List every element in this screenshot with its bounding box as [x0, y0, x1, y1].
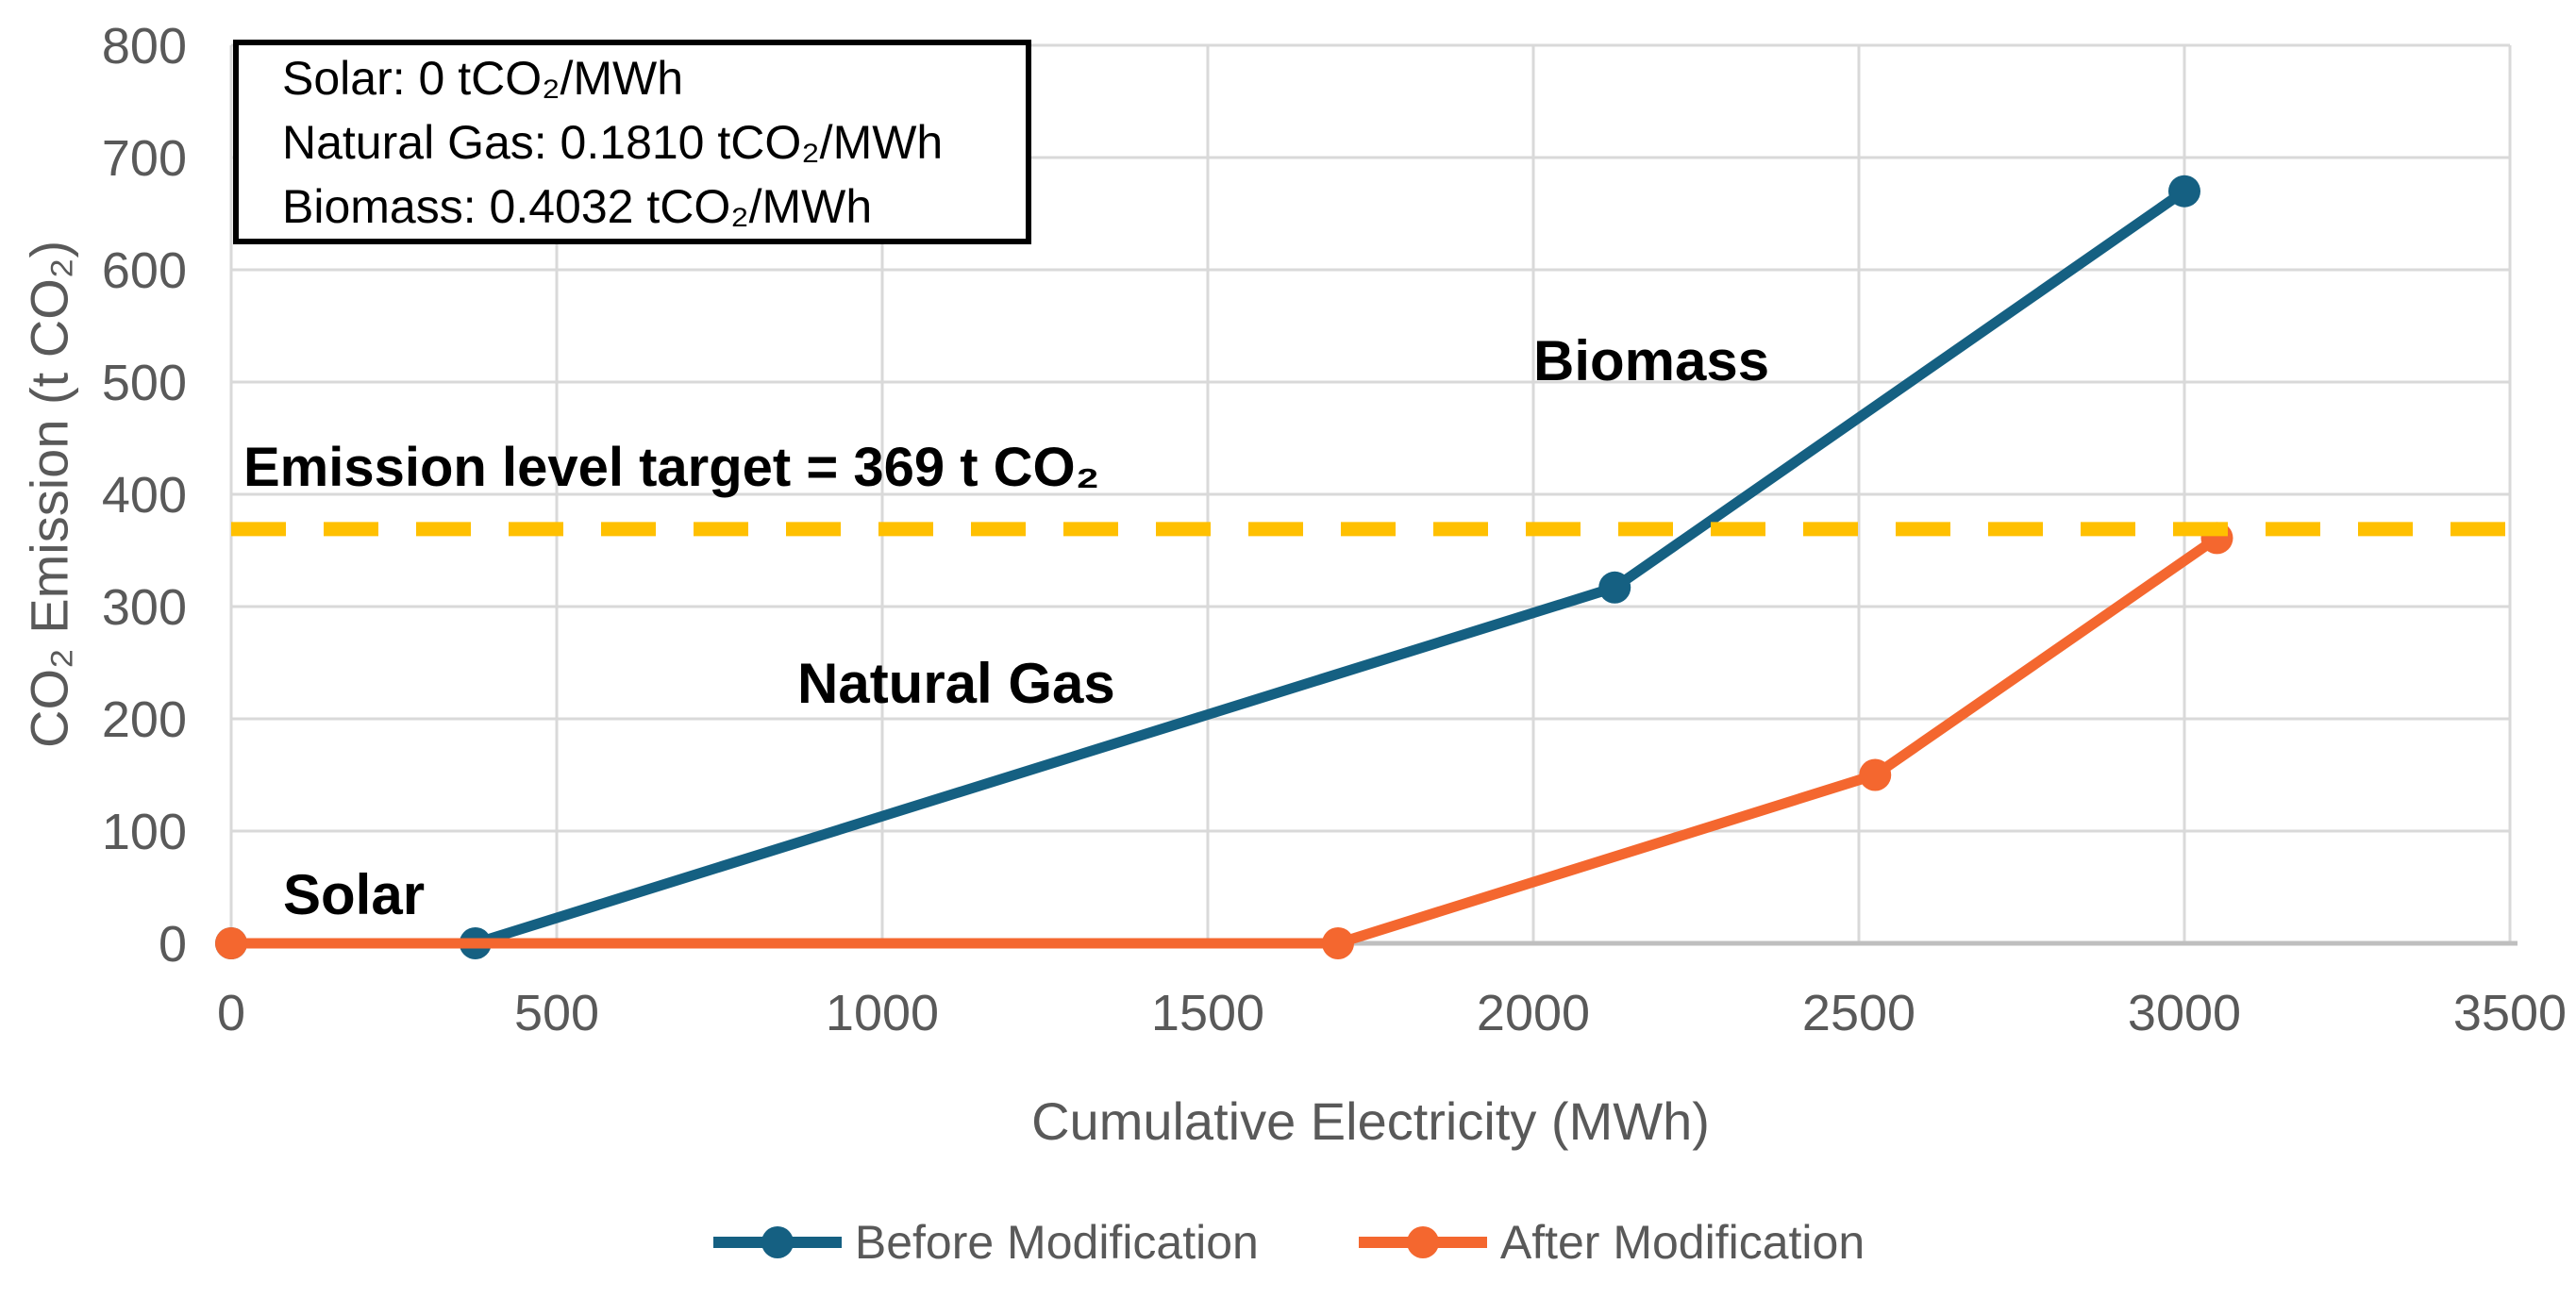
y-tick-label: 0: [159, 916, 187, 973]
x-axis-title: Cumulative Electricity (MWh): [1031, 1091, 1710, 1151]
y-tick-label: 700: [102, 130, 187, 187]
x-tick-label: 1500: [1151, 985, 1264, 1041]
target-line-label: Emission level target = 369 t CO₂: [243, 437, 1100, 498]
legend-label-before: Before Modification: [854, 1216, 1259, 1269]
y-tick-label: 500: [102, 355, 187, 411]
series-line-after-modification[interactable]: [226, 532, 2222, 949]
legend-marker-before-icon: [712, 1226, 842, 1258]
emission-factor-natural-gas: Natural Gas: 0.1810 tCO₂/MWh: [282, 115, 944, 169]
y-tick-label: 600: [102, 242, 187, 299]
legend-marker-after-icon: [1358, 1226, 1487, 1258]
chart-legend: Before Modification After Modification: [0, 1215, 2576, 1270]
x-tick-label: 2000: [1477, 985, 1590, 1041]
emission-factor-solar: Solar: 0 tCO₂/MWh: [282, 51, 684, 105]
emission-factor-biomass: Biomass: 0.4032 tCO₂/MWh: [282, 179, 873, 233]
legend-item-after-modification[interactable]: After Modification: [1357, 1215, 1865, 1270]
legend-item-before-modification[interactable]: Before Modification: [711, 1215, 1259, 1270]
annotation-biomass: Biomass: [1533, 329, 1770, 392]
data-point-after-modification[interactable]: [1322, 927, 1354, 959]
emission-factors-box[interactable]: Solar: 0 tCO₂/MWh Natural Gas: 0.1810 tC…: [233, 40, 1031, 244]
y-tick-label: 100: [102, 804, 187, 860]
y-tick-label: 400: [102, 467, 187, 524]
data-point-after-modification[interactable]: [215, 927, 247, 959]
y-tick-label: 300: [102, 579, 187, 636]
y-tick-label: 200: [102, 691, 187, 748]
x-tick-label: 3000: [2128, 985, 2241, 1041]
data-point-after-modification[interactable]: [1859, 758, 1892, 791]
x-tick-label: 2500: [1802, 985, 1915, 1041]
legend-label-after: After Modification: [1499, 1216, 1865, 1269]
x-tick-label: 500: [514, 985, 599, 1041]
x-tick-label: 1000: [826, 985, 939, 1041]
data-point-before-modification[interactable]: [2168, 175, 2200, 208]
x-tick-label: 3500: [2453, 985, 2567, 1041]
y-axis-title: CO₂ Emission (t CO₂): [19, 240, 79, 749]
y-tick-label: 800: [102, 18, 187, 75]
data-point-before-modification[interactable]: [1598, 571, 1631, 604]
annotation-solar: Solar: [283, 863, 426, 926]
x-tick-label: 0: [217, 985, 245, 1041]
annotation-natural-gas: Natural Gas: [797, 652, 1115, 715]
